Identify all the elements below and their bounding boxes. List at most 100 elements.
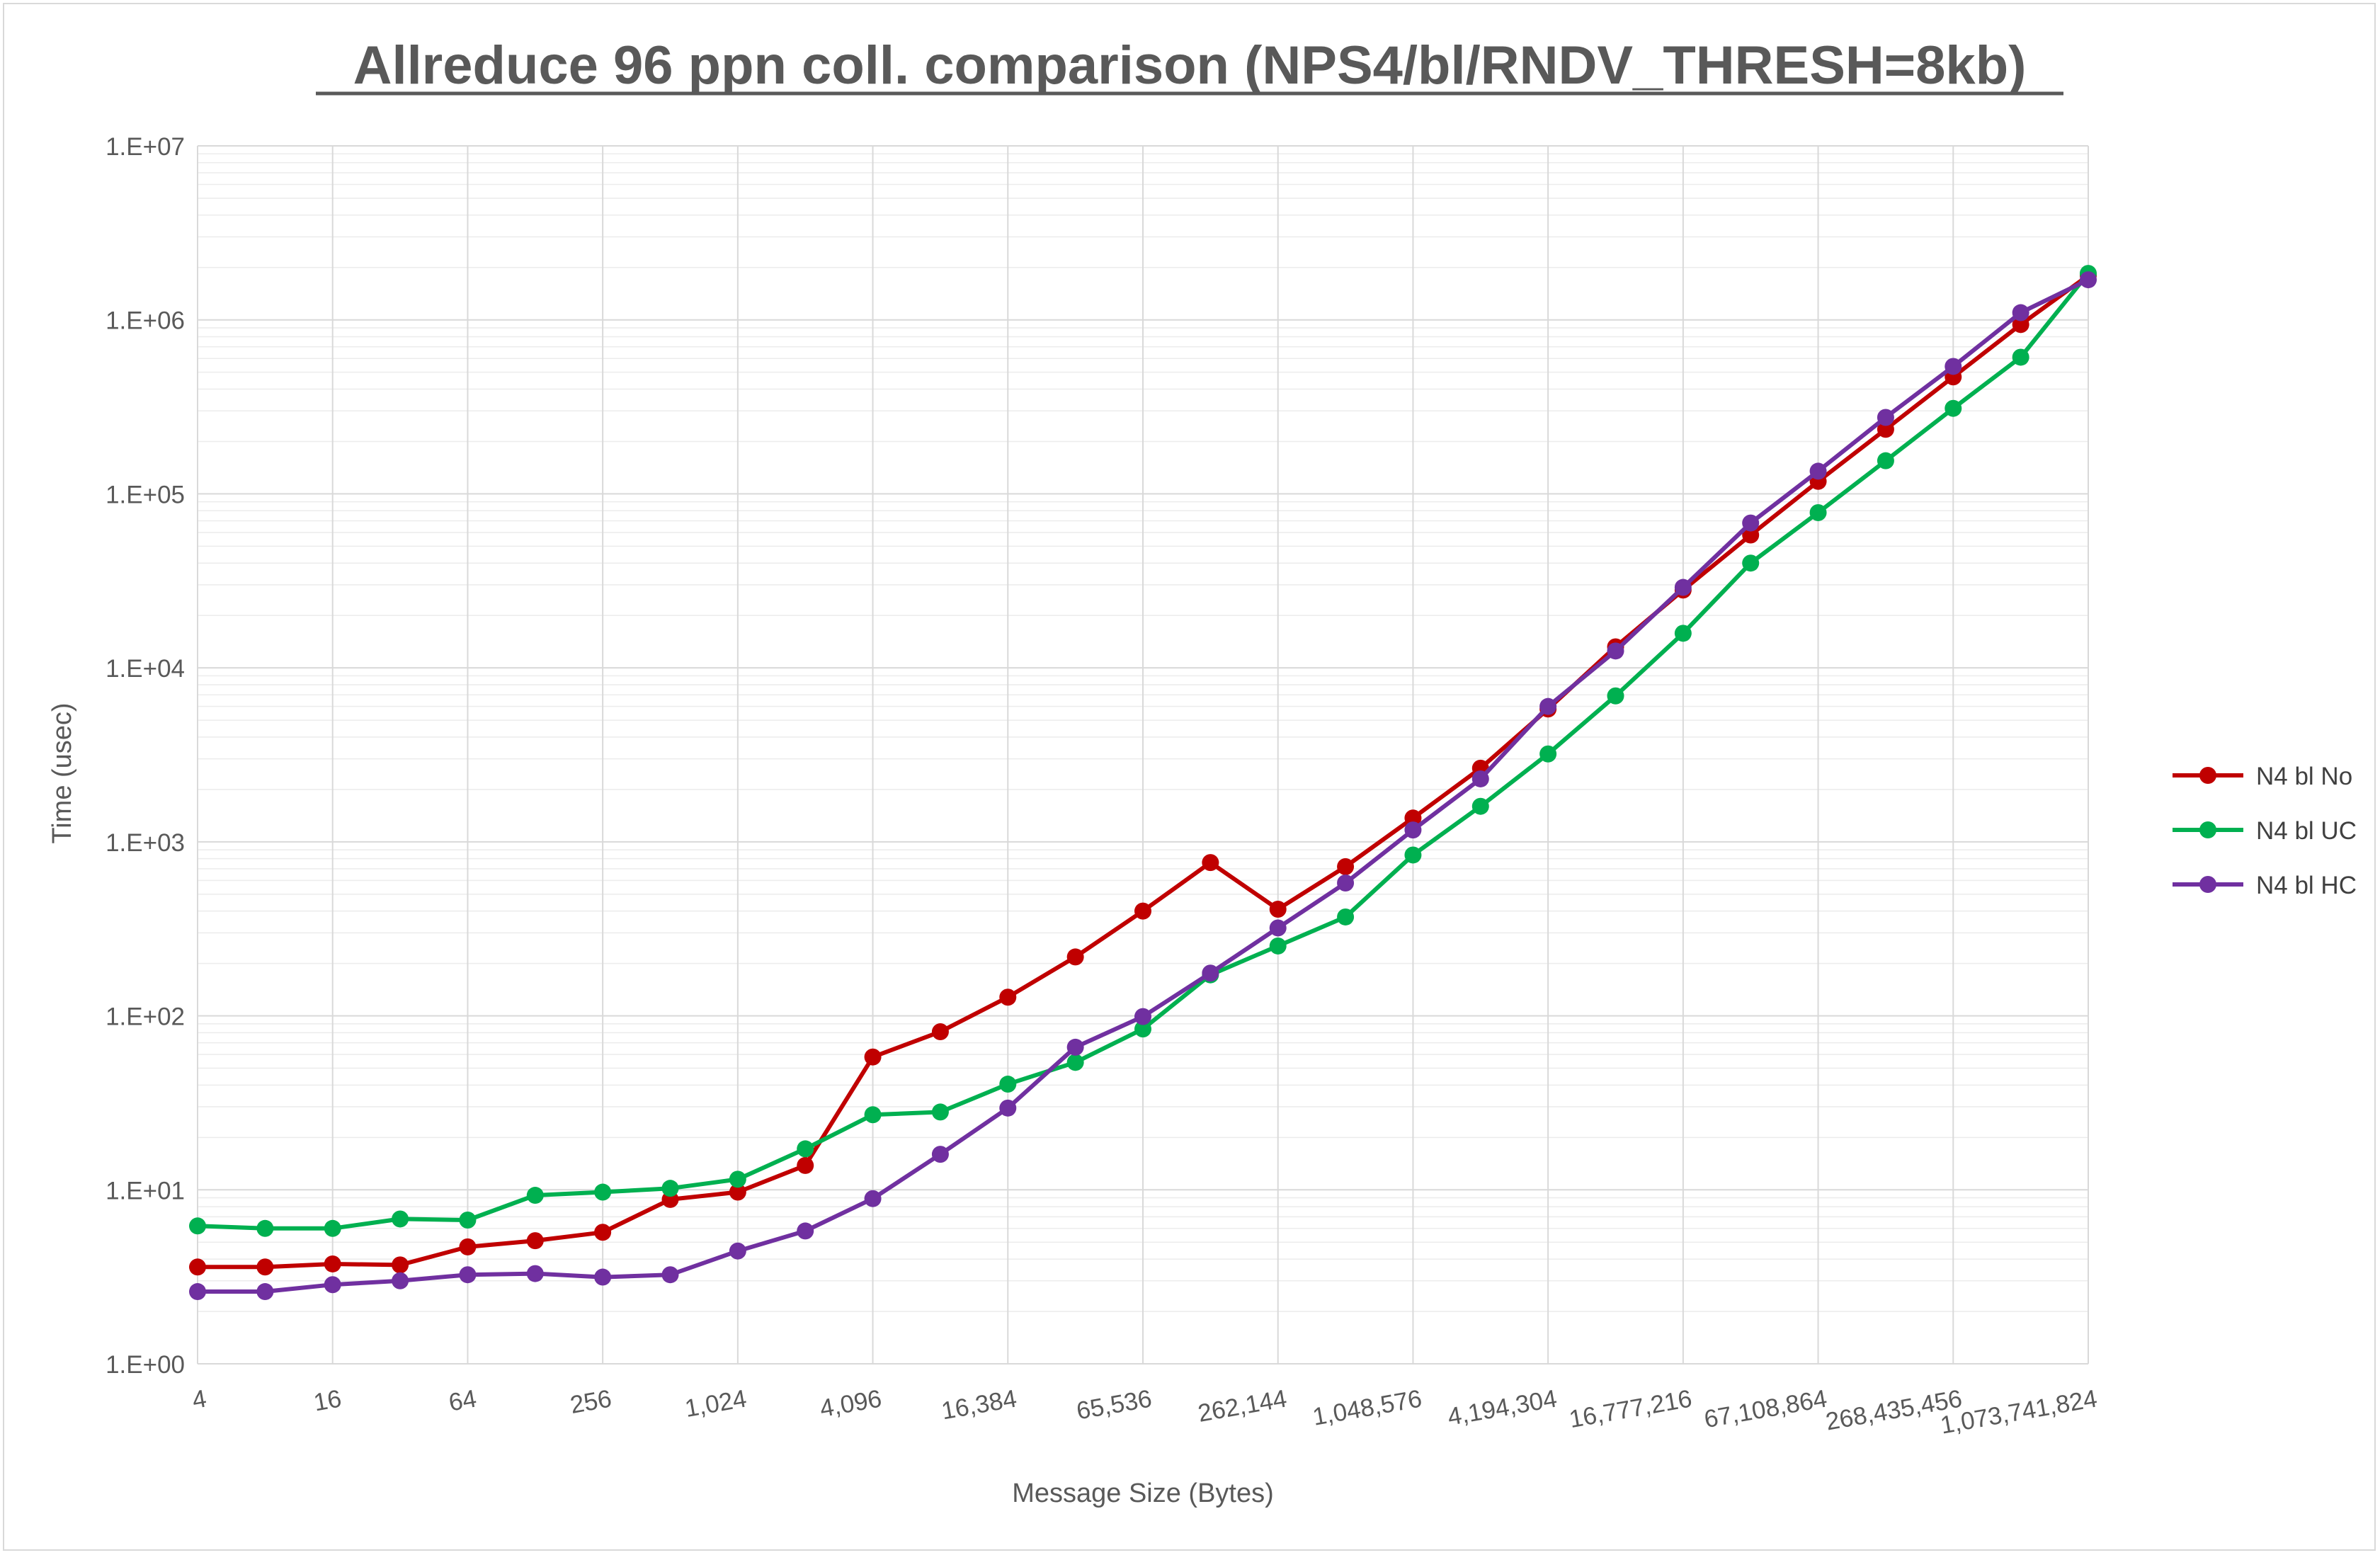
data-point xyxy=(661,1180,679,1197)
data-point xyxy=(999,1076,1017,1093)
x-tick-label: 262,144 xyxy=(1196,1384,1289,1427)
x-tick-label: 16,777,216 xyxy=(1567,1384,1694,1433)
data-point xyxy=(2080,271,2097,289)
y-tick-label: 1.E+04 xyxy=(106,655,185,683)
data-point xyxy=(324,1255,341,1272)
data-point xyxy=(1134,1008,1151,1025)
data-point xyxy=(1471,797,1489,815)
data-point xyxy=(392,1256,409,1274)
x-tick-label: 4,096 xyxy=(818,1384,884,1423)
data-point xyxy=(324,1276,341,1294)
data-point xyxy=(1337,858,1355,875)
data-point xyxy=(2012,304,2029,321)
x-axis-ticks: 4 16 64 256 1,024 4,096 16,384 65,536 262,144 1,0… xyxy=(190,1384,2099,1439)
chart-frame xyxy=(3,3,2376,1551)
data-point xyxy=(931,1146,949,1163)
data-point xyxy=(1404,846,1422,864)
x-tick-label: 1,048,576 xyxy=(1311,1384,1424,1430)
x-tick-label: 1,024 xyxy=(683,1384,748,1423)
x-tick-label: 64 xyxy=(447,1384,479,1416)
data-point xyxy=(1742,554,1760,572)
data-point xyxy=(1607,642,1624,660)
data-point xyxy=(1269,937,1287,955)
data-point xyxy=(1134,902,1151,920)
y-tick-label: 1.E+05 xyxy=(106,481,185,508)
data-point xyxy=(594,1183,612,1201)
data-point xyxy=(931,1023,949,1041)
legend-entry: N4 bl HC xyxy=(2256,872,2357,899)
data-point xyxy=(526,1187,544,1204)
data-point xyxy=(999,989,1017,1006)
data-point xyxy=(1607,687,1624,705)
y-tick-label: 1.E+06 xyxy=(106,307,185,335)
x-tick-label: 16 xyxy=(312,1384,343,1416)
data-point xyxy=(459,1266,477,1284)
data-point xyxy=(1539,697,1557,715)
data-point xyxy=(1404,809,1422,827)
data-point xyxy=(594,1224,612,1241)
chart-title: Allreduce 96 ppn coll. comparison (NPS4/… xyxy=(353,35,2027,96)
x-tick-label: 1,073,741,824 xyxy=(1938,1384,2099,1439)
data-point xyxy=(459,1212,477,1229)
data-point xyxy=(1337,908,1355,925)
data-point xyxy=(392,1210,409,1228)
data-point xyxy=(256,1219,274,1237)
data-point xyxy=(1066,948,1084,966)
data-point xyxy=(2012,348,2029,366)
data-point xyxy=(729,1242,746,1260)
y-tick-label: 1.E+02 xyxy=(106,1003,185,1031)
data-point xyxy=(661,1266,679,1284)
legend-entry: N4 bl UC xyxy=(2256,817,2357,845)
data-point xyxy=(931,1103,949,1121)
data-point xyxy=(1269,919,1287,937)
data-point xyxy=(864,1190,882,1207)
data-point xyxy=(797,1140,814,1158)
data-point xyxy=(1945,358,1962,375)
data-point xyxy=(1877,452,1894,469)
x-axis-label: Message Size (Bytes) xyxy=(1012,1479,1274,1508)
data-point xyxy=(256,1283,274,1301)
series-lines xyxy=(189,265,2097,1301)
x-tick-label: 67,108,864 xyxy=(1702,1384,1829,1433)
data-point xyxy=(1742,514,1760,532)
data-point xyxy=(324,1219,341,1237)
data-point xyxy=(189,1283,206,1301)
data-point xyxy=(526,1232,544,1250)
data-point xyxy=(1674,579,1692,596)
x-tick-label: 4,194,304 xyxy=(1445,1384,1559,1430)
legend-entry: N4 bl No xyxy=(2256,763,2352,790)
data-point xyxy=(1945,399,1962,417)
data-point xyxy=(594,1268,612,1286)
legend-swatch-marker xyxy=(2199,876,2216,893)
y-axis-label: Time (usec) xyxy=(47,702,77,843)
x-tick-label: 65,536 xyxy=(1074,1384,1154,1425)
data-point xyxy=(1337,874,1355,892)
major-gridlines xyxy=(197,145,2089,1365)
data-point xyxy=(392,1272,409,1289)
data-point xyxy=(1877,409,1894,426)
x-tick-label: 16,384 xyxy=(939,1384,1018,1425)
data-point xyxy=(1471,770,1489,787)
data-point xyxy=(189,1217,206,1235)
y-tick-label: 1.E+07 xyxy=(106,133,185,161)
data-point xyxy=(1809,503,1827,521)
data-point xyxy=(1202,964,1219,982)
x-tick-label: 256 xyxy=(568,1384,613,1419)
data-point xyxy=(1742,526,1760,544)
data-point xyxy=(729,1170,746,1188)
data-point xyxy=(864,1048,882,1066)
y-axis-ticks: 1.E+00 1.E+01 1.E+02 1.E+03 1.E+04 1.E+05 1.E+… xyxy=(106,133,185,1379)
data-point xyxy=(1674,625,1692,642)
data-point xyxy=(1809,462,1827,480)
data-point xyxy=(1877,421,1894,438)
data-point xyxy=(459,1238,477,1255)
data-point xyxy=(1134,1020,1151,1038)
data-point xyxy=(999,1099,1017,1117)
data-point xyxy=(797,1222,814,1240)
data-point xyxy=(1066,1054,1084,1071)
x-tick-label: 4 xyxy=(190,1384,208,1414)
legend: N4 bl No N4 bl UC N4 bl HC xyxy=(2173,763,2357,899)
data-point xyxy=(526,1265,544,1282)
data-point xyxy=(1066,1038,1084,1056)
